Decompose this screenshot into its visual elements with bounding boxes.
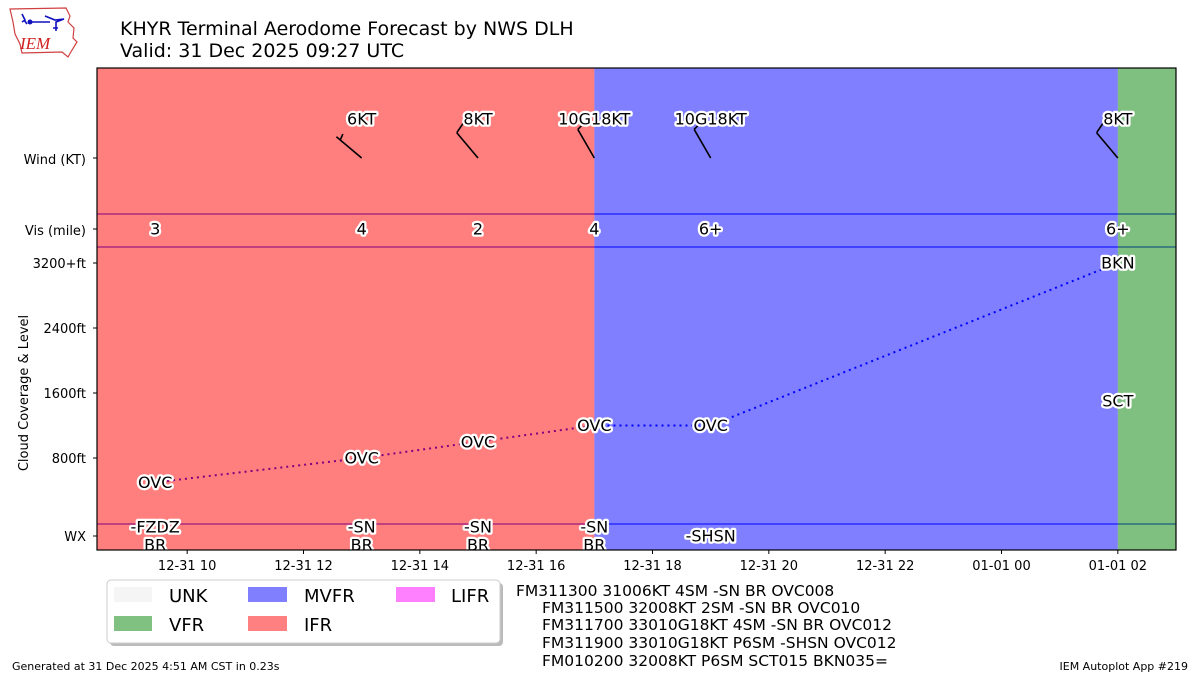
- vis-label: 6+: [1106, 220, 1130, 239]
- wx-label: -SN: [464, 518, 492, 537]
- chart-title: KHYR Terminal Aerodome Forecast by NWS D…: [120, 18, 574, 40]
- cloud-cover-label: OVC: [461, 432, 495, 451]
- wind-label: 6KT: [347, 110, 376, 129]
- legend-label: MVFR: [304, 586, 355, 607]
- wind-barb: [1095, 121, 1119, 159]
- band-vfr: [1117, 68, 1176, 550]
- wind-barb-stem: [456, 132, 479, 159]
- wind-barb-full: [693, 119, 704, 130]
- logo-text: IEM: [19, 34, 51, 53]
- wind-barb-full: [1095, 121, 1105, 134]
- legend-item-ifr: IFR: [248, 615, 332, 636]
- axes: 12-31 10 12-31 12 12-31 14 12-31 16 12-31 18…: [33, 157, 1147, 574]
- legend-label: IFR: [304, 615, 332, 636]
- legend-label: VFR: [169, 615, 204, 636]
- forecast-marks: 3OVC-FZDZBR6KT4OVC-SNBR8KT2OVC-SNBR10G18…: [128, 107, 1136, 557]
- legend-swatch: [248, 587, 287, 602]
- wind-barb-stem: [1096, 132, 1119, 159]
- x-tick-label: 12-31 12: [274, 559, 332, 574]
- cloud-cover-label: OVC: [577, 416, 611, 435]
- legend-item-unk: UNK: [114, 586, 209, 607]
- wind-barb: [693, 119, 712, 159]
- legend: UNK MVFR LIFR VFR IFR: [106, 579, 503, 646]
- wx-label: BR: [583, 536, 605, 555]
- wind-barb: [335, 133, 363, 159]
- category-bands: [97, 68, 1176, 550]
- taf-line: FM311500 32008KT 2SM -SN BR OVC010: [542, 599, 860, 617]
- wind-row-label: Wind (KT): [24, 153, 86, 168]
- x-tick-label: 12-31 14: [391, 559, 449, 574]
- wx-label: -SN: [348, 518, 376, 537]
- taf-line: FM311900 33010G18KT P6SM -SHSN OVC012: [542, 634, 897, 652]
- wind-barb-stem: [335, 136, 363, 159]
- wind-barb-stem: [577, 129, 596, 159]
- wind-barb-half: [339, 133, 344, 141]
- iem-logo: IEM: [9, 7, 78, 58]
- x-tick-label: 01-01 02: [1089, 559, 1147, 574]
- taf-line: FM010200 32008KT P6SM SCT015 BKN035=: [542, 652, 888, 670]
- wind-barb: [456, 121, 479, 159]
- cloud-cover-label: SCT: [1102, 392, 1133, 411]
- y-tick-label: 2400ft: [43, 322, 86, 337]
- band-ifr: [97, 68, 595, 550]
- wx-label: BR: [467, 536, 489, 555]
- legend-item-lifr: LIFR: [396, 586, 489, 607]
- taf-line: FM311300 31006KT 4SM -SN BR OVC008: [516, 582, 834, 600]
- taf-text: FM311300 31006KT 4SM -SN BR OVC008 FM311…: [516, 582, 897, 670]
- band-mvfr: [594, 68, 1118, 550]
- wx-label: BR: [351, 536, 373, 555]
- wx-row-label: WX: [64, 530, 86, 545]
- wx-label: -FZDZ: [131, 518, 180, 537]
- legend-label: LIFR: [451, 586, 489, 607]
- wind-barb-full: [456, 121, 465, 134]
- app-footer: IEM Autoplot App #219: [1060, 660, 1189, 673]
- vis-label: 4: [589, 220, 599, 239]
- vis-label: 3: [150, 220, 160, 239]
- generated-footer: Generated at 31 Dec 2025 4:51 AM CST in …: [12, 660, 280, 673]
- vis-label: 4: [357, 220, 367, 239]
- legend-item-vfr: VFR: [114, 615, 204, 636]
- wind-label: 8KT: [1103, 110, 1132, 129]
- x-tick-label: 12-31 18: [623, 559, 681, 574]
- vis-label: 2: [473, 220, 483, 239]
- x-tick-label: 01-01 00: [972, 559, 1030, 574]
- cloud-cover-label: OVC: [693, 416, 727, 435]
- legend-swatch: [114, 616, 152, 631]
- cloud-cover-label: BKN: [1101, 254, 1134, 273]
- legend-swatch: [396, 587, 435, 602]
- y-tick-label: 800ft: [52, 452, 86, 467]
- x-tick-label: 12-31 16: [507, 559, 565, 574]
- wx-label: -SN: [580, 518, 608, 537]
- wx-label: -SHSN: [686, 527, 736, 546]
- y-tick-label: 3200+ft: [33, 257, 86, 272]
- plot-frame: [96, 67, 1177, 551]
- cloud-axis-label: Cloud Coverage & Level: [17, 315, 32, 471]
- cloud-cover-label: OVC: [344, 449, 378, 468]
- wind-barb: [577, 119, 596, 159]
- wind-label: 8KT: [463, 110, 492, 129]
- vis-label: 6+: [699, 220, 723, 239]
- x-tick-label: 12-31 10: [158, 559, 216, 574]
- wind-barb-stem: [693, 129, 712, 159]
- y-tick-label: 1600ft: [43, 387, 86, 402]
- wind-label: 10G18KT: [558, 110, 630, 129]
- legend-item-mvfr: MVFR: [248, 586, 355, 607]
- taf-line: FM311700 33010G18KT 4SM -SN BR OVC012: [542, 616, 892, 634]
- x-tick-label: 12-31 22: [856, 559, 914, 574]
- cloud-cover-label: OVC: [138, 473, 172, 492]
- wind-barb-full: [577, 119, 588, 130]
- wx-label: BR: [144, 536, 166, 555]
- x-tick-label: 12-31 20: [740, 559, 798, 574]
- chart-subtitle: Valid: 31 Dec 2025 09:27 UTC: [120, 40, 404, 62]
- legend-label: UNK: [169, 586, 209, 607]
- legend-swatch: [248, 616, 287, 631]
- wind-label: 10G18KT: [675, 110, 747, 129]
- vis-row-label: Vis (mile): [25, 224, 86, 239]
- legend-swatch: [114, 587, 152, 602]
